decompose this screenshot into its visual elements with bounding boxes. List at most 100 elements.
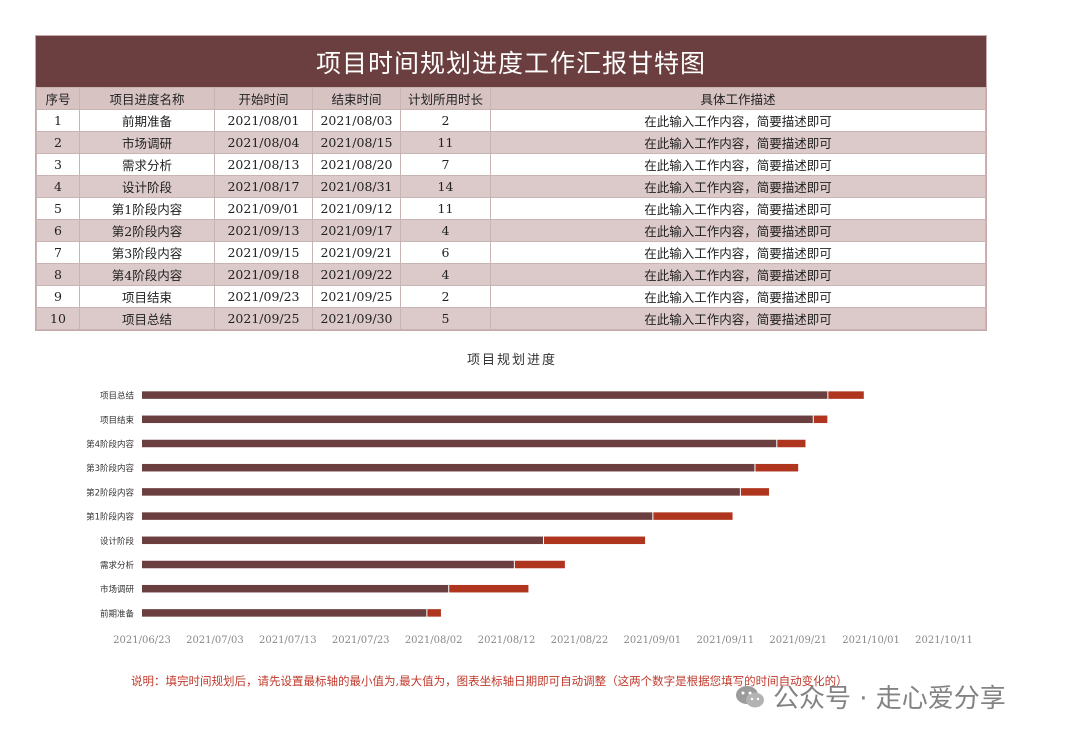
table-header-row: 序号 项目进度名称 开始时间 结束时间 计划所用时长 具体工作描述 — [36, 87, 986, 110]
duration-bar — [449, 584, 529, 593]
category-tick-label: 第1阶段内容 — [86, 512, 134, 523]
category-tick-label: 需求分析 — [100, 560, 135, 571]
cell-index: 2 — [36, 131, 80, 154]
cell-index: 10 — [36, 307, 80, 330]
category-tick-label: 市场调研 — [100, 584, 135, 595]
table-row: 2 市场调研 2021/08/04 2021/08/15 11 在此输入工作内容，简要描述… — [36, 131, 986, 154]
cell-index: 5 — [36, 197, 80, 220]
category-tick-label: 项目总结 — [100, 391, 134, 402]
cell-description: 在此输入工作内容，简要描述即可 — [490, 131, 986, 154]
cell-name: 第3阶段内容 — [79, 241, 215, 264]
start-offset-bar — [142, 463, 755, 472]
cell-duration: 14 — [400, 175, 491, 198]
cell-end: 2021/08/20 — [312, 153, 401, 176]
cell-name: 第2阶段内容 — [79, 219, 215, 242]
category-tick-label: 第2阶段内容 — [86, 487, 134, 498]
duration-bar — [755, 463, 799, 472]
instruction-note: 说明：填完时间规划后，请先设置最标轴的最小值为,最大值为，图表坐标轴日期即可自动… — [131, 674, 848, 688]
x-tick-label: 2021/09/21 — [769, 635, 827, 646]
table-row: 1 前期准备 2021/08/01 2021/08/03 2 在此输入工作内容，简要描述即… — [36, 109, 986, 132]
cell-description: 在此输入工作内容，简要描述即可 — [490, 219, 986, 242]
duration-bar — [740, 488, 770, 496]
cell-name: 市场调研 — [79, 131, 215, 154]
start-offset-bar — [142, 609, 427, 617]
x-tick-label: 2021/10/11 — [915, 635, 973, 646]
cell-name: 需求分析 — [79, 153, 215, 176]
cell-name: 项目总结 — [79, 307, 215, 330]
x-tick-label: 2021/07/13 — [259, 635, 317, 646]
cell-duration: 7 — [400, 153, 491, 176]
cell-name: 设计阶段 — [79, 175, 215, 198]
duration-bar — [427, 609, 441, 617]
header-index: 序号 — [36, 87, 80, 110]
table-row: 7 第3阶段内容 2021/09/15 2021/09/21 6 在此输入工作内容，简要描… — [36, 241, 986, 264]
watermark: 公众号 · 走心爱分享 — [735, 678, 1006, 715]
cell-description: 在此输入工作内容，简要描述即可 — [490, 307, 986, 330]
cell-end: 2021/08/15 — [312, 131, 401, 154]
cell-index: 3 — [36, 153, 80, 176]
start-offset-bar — [142, 439, 777, 448]
duration-bar — [828, 391, 864, 399]
cell-start: 2021/09/23 — [214, 285, 313, 308]
cell-description: 在此输入工作内容，简要描述即可 — [490, 153, 986, 176]
table-row: 8 第4阶段内容 2021/09/18 2021/09/22 4 在此输入工作内容，简要描… — [36, 263, 986, 286]
x-tick-label: 2021/08/22 — [551, 635, 609, 646]
x-tick-label: 2021/07/23 — [332, 635, 390, 646]
duration-bar — [653, 512, 733, 520]
cell-end: 2021/09/25 — [312, 285, 401, 308]
cell-start: 2021/09/18 — [214, 263, 313, 286]
start-offset-bar — [142, 391, 828, 399]
cell-duration: 11 — [400, 131, 491, 154]
cell-start: 2021/08/01 — [214, 109, 313, 132]
cell-start: 2021/09/15 — [214, 241, 313, 264]
cell-end: 2021/08/03 — [312, 109, 401, 132]
cell-end: 2021/08/31 — [312, 175, 401, 198]
table-row: 10 项目总结 2021/09/25 2021/09/30 5 在此输入工作内容，简要描述… — [36, 307, 986, 330]
x-tick-label: 2021/08/02 — [405, 635, 463, 646]
start-offset-bar — [142, 512, 653, 520]
cell-start: 2021/08/13 — [214, 153, 313, 176]
category-tick-label: 项目结束 — [100, 415, 135, 426]
table-row: 5 第1阶段内容 2021/09/01 2021/09/12 11 在此输入工作内容，简要… — [36, 197, 986, 220]
cell-end: 2021/09/22 — [312, 263, 401, 286]
header-end: 结束时间 — [312, 87, 401, 110]
cell-end: 2021/09/21 — [312, 241, 401, 264]
cell-end: 2021/09/17 — [312, 219, 401, 242]
cell-description: 在此输入工作内容，简要描述即可 — [490, 263, 986, 286]
cell-name: 项目结束 — [79, 285, 215, 308]
wechat-icon — [736, 685, 764, 707]
cell-end: 2021/09/12 — [312, 197, 401, 220]
cell-duration: 6 — [400, 241, 491, 264]
start-offset-bar — [142, 536, 543, 545]
cell-index: 6 — [36, 219, 80, 242]
cell-duration: 11 — [400, 197, 491, 220]
cell-end: 2021/09/30 — [312, 307, 401, 330]
sheet-title: 项目时间规划进度工作汇报甘特图 — [36, 36, 986, 87]
header-description: 具体工作描述 — [490, 87, 986, 110]
x-tick-label: 2021/08/12 — [478, 635, 536, 646]
watermark-text: 公众号 · 走心爱分享 — [773, 684, 1006, 714]
cell-duration: 4 — [400, 263, 491, 286]
gantt-sheet: 项目时间规划进度工作汇报甘特图 序号 项目进度名称 开始时间 结束时间 计划所用… — [35, 35, 987, 331]
duration-bar — [813, 415, 828, 424]
cell-start: 2021/08/17 — [214, 175, 313, 198]
header-duration: 计划所用时长 — [400, 87, 491, 110]
table-row: 3 需求分析 2021/08/13 2021/08/20 7 在此输入工作内容，简要描述即… — [36, 153, 986, 176]
cell-description: 在此输入工作内容，简要描述即可 — [490, 109, 986, 132]
cell-index: 8 — [36, 263, 80, 286]
category-tick-label: 第4阶段内容 — [86, 439, 134, 450]
x-tick-label: 2021/07/03 — [186, 635, 244, 646]
chart-title: 项目规划进度 — [467, 352, 557, 368]
cell-start: 2021/09/25 — [214, 307, 313, 330]
cell-index: 1 — [36, 109, 80, 132]
x-tick-label: 2021/09/11 — [696, 635, 754, 646]
cell-name: 前期准备 — [79, 109, 215, 132]
category-tick-label: 第3阶段内容 — [86, 463, 134, 474]
table-row: 4 设计阶段 2021/08/17 2021/08/31 14 在此输入工作内容，简要描述… — [36, 175, 986, 198]
cell-name: 第4阶段内容 — [79, 263, 215, 286]
cell-duration: 5 — [400, 307, 491, 330]
x-tick-label: 2021/10/01 — [842, 635, 900, 646]
header-start: 开始时间 — [214, 87, 313, 110]
x-tick-label: 2021/09/01 — [624, 635, 682, 646]
